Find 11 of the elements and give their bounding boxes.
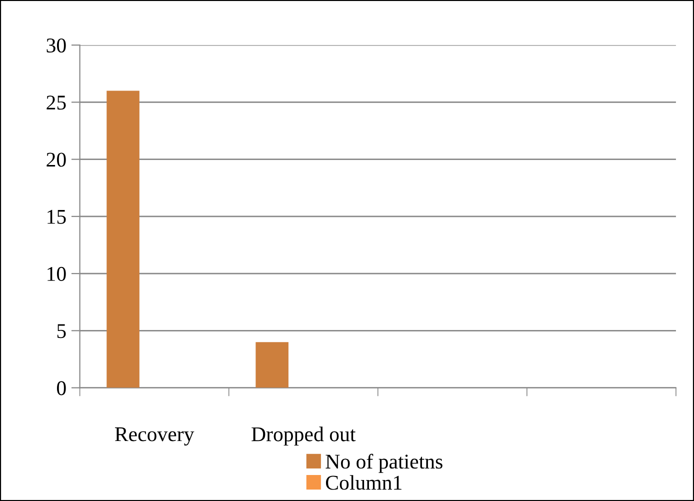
x-tick-label: Dropped out xyxy=(252,426,356,446)
y-tick-label: 20 xyxy=(46,152,66,167)
y-tick-label: 30 xyxy=(46,38,66,53)
legend-label: No of patietns xyxy=(326,454,442,473)
y-tick-label: 25 xyxy=(46,96,66,110)
legend-label: Column1 xyxy=(326,475,402,490)
y-tick-label: 0 xyxy=(56,381,66,396)
y-tick-label: 15 xyxy=(48,210,66,224)
y-tick-label: 5 xyxy=(57,324,66,338)
y-tick-label: 10 xyxy=(48,266,66,281)
x-tick-label: Recovery xyxy=(115,427,194,446)
